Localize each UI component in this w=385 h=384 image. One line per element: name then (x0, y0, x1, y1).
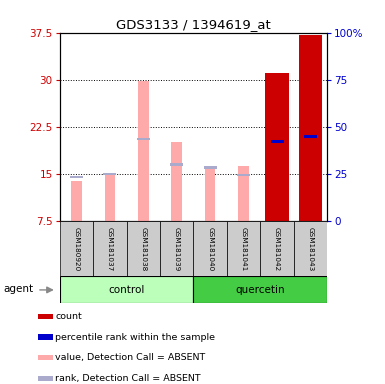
Bar (104, 172, 116, 175)
Text: count: count (55, 312, 82, 321)
Bar (38, 314, 53, 319)
Bar (271, 141, 283, 143)
Bar (299, 35, 322, 221)
Bar (304, 135, 317, 137)
Bar (193, 221, 227, 276)
Text: agent: agent (3, 283, 33, 294)
Text: quercetin: quercetin (236, 285, 285, 295)
Bar (193, 276, 327, 303)
Bar (70, 176, 83, 178)
Bar (38, 376, 53, 381)
Bar (294, 221, 327, 276)
Text: GSM181043: GSM181043 (308, 227, 313, 271)
Text: GSM181037: GSM181037 (107, 227, 113, 271)
Bar (160, 221, 194, 276)
Text: GSM181041: GSM181041 (241, 227, 247, 271)
Bar (38, 355, 53, 361)
Text: GSM181040: GSM181040 (207, 227, 213, 271)
Bar (238, 166, 249, 221)
Bar (227, 221, 260, 276)
Text: GSM181038: GSM181038 (140, 227, 146, 271)
Text: percentile rank within the sample: percentile rank within the sample (55, 333, 215, 342)
Text: GSM181042: GSM181042 (274, 227, 280, 271)
Bar (38, 334, 53, 340)
Bar (265, 73, 289, 221)
Bar (205, 167, 216, 221)
Bar (260, 221, 294, 276)
Bar (60, 276, 193, 303)
Bar (237, 174, 250, 176)
Text: GSM180920: GSM180920 (74, 227, 79, 271)
Bar (138, 81, 149, 221)
Bar (137, 138, 150, 141)
Bar (93, 221, 127, 276)
Bar (105, 174, 115, 221)
Text: GSM181039: GSM181039 (174, 227, 180, 271)
Bar (204, 166, 217, 169)
Title: GDS3133 / 1394619_at: GDS3133 / 1394619_at (116, 18, 271, 31)
Text: value, Detection Call = ABSENT: value, Detection Call = ABSENT (55, 353, 206, 362)
Text: rank, Detection Call = ABSENT: rank, Detection Call = ABSENT (55, 374, 201, 383)
Bar (71, 181, 82, 221)
Bar (60, 221, 93, 276)
Bar (170, 163, 183, 166)
Bar (171, 142, 182, 221)
Text: control: control (109, 285, 145, 295)
Bar (127, 221, 160, 276)
